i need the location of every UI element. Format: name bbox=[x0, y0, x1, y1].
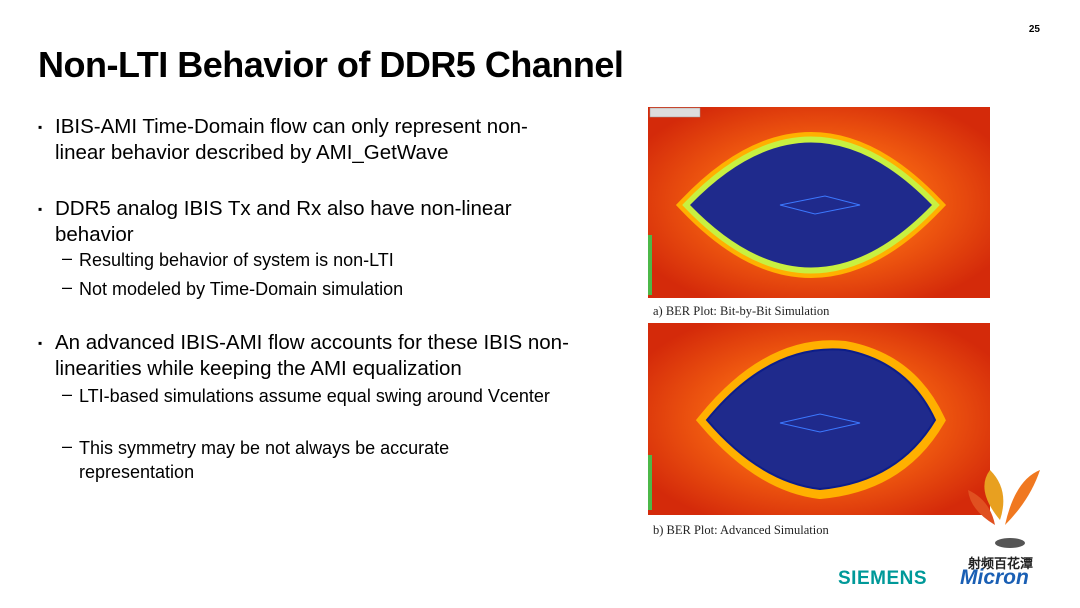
sub-bullet-text: Not modeled by Time-Domain simulation bbox=[79, 279, 404, 299]
logo-flower bbox=[968, 470, 1040, 548]
figure-caption: a) BER Plot: Bit-by-Bit Simulation bbox=[653, 304, 830, 318]
figure-caption: b) BER Plot: Advanced Simulation bbox=[653, 523, 829, 537]
sub-bullet: – This symmetry may be not always be accu… bbox=[62, 436, 522, 484]
slide-title: Non-LTI Behavior of DDR5 Channel bbox=[38, 44, 624, 85]
bullet: ▪ An advanced IBIS-AMI flow accounts for … bbox=[38, 330, 583, 382]
ber-plot-b bbox=[648, 323, 990, 515]
sub-bullet-text: LTI-based simulations assume equal swing… bbox=[79, 386, 550, 406]
bullet: ▪ DDR5 analog IBIS Tx and Rx also have no… bbox=[38, 196, 578, 248]
bullet-text: IBIS-AMI Time-Domain flow can only repre… bbox=[55, 115, 528, 164]
sub-bullet-text: This symmetry may be not always be accur… bbox=[79, 438, 450, 482]
sub-bullet: – Not modeled by Time-Domain simulation bbox=[62, 277, 542, 301]
ber-plot-a bbox=[648, 107, 990, 298]
micron-logo: Micron bbox=[960, 566, 1029, 589]
siemens-logo: SIEMENS bbox=[838, 568, 928, 589]
sub-bullet: – Resulting behavior of system is non-LTI bbox=[62, 248, 542, 272]
bullet-text: DDR5 analog IBIS Tx and Rx also have non… bbox=[55, 197, 512, 246]
page-number: 25 bbox=[1028, 24, 1040, 35]
watermark: 射频百花潭 bbox=[968, 556, 1034, 571]
bullet-text: An advanced IBIS-AMI flow accounts for t… bbox=[55, 331, 569, 380]
sub-bullet-text: Resulting behavior of system is non-LTI bbox=[79, 250, 394, 270]
bullet: ▪ IBIS-AMI Time-Domain flow can only repr… bbox=[38, 114, 538, 166]
sub-bullet: – LTI-based simulations assume equal swin… bbox=[62, 384, 552, 408]
